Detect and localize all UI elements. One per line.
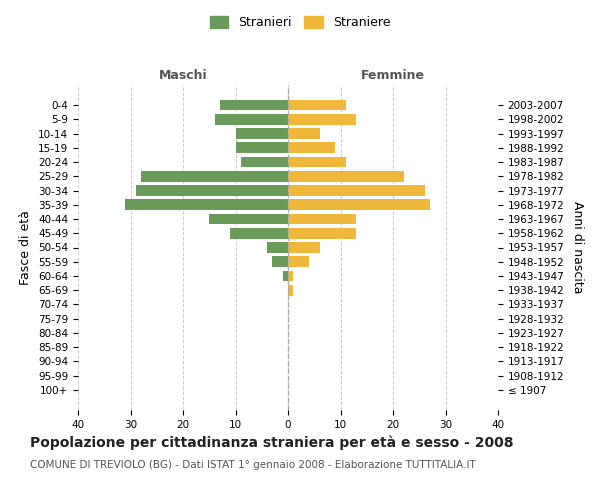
Bar	[288, 200, 430, 210]
Legend: Stranieri, Straniere: Stranieri, Straniere	[205, 11, 395, 34]
Bar	[283, 270, 288, 281]
Bar	[209, 214, 288, 224]
Text: Maschi: Maschi	[158, 70, 208, 82]
Bar	[288, 142, 335, 153]
Bar	[272, 256, 288, 267]
Bar	[215, 114, 288, 124]
Bar	[235, 128, 288, 139]
Bar	[288, 242, 320, 253]
Text: Femmine: Femmine	[361, 70, 425, 82]
Bar	[288, 185, 425, 196]
Bar	[288, 156, 346, 168]
Bar	[288, 214, 356, 224]
Bar	[267, 242, 288, 253]
Text: Popolazione per cittadinanza straniera per età e sesso - 2008: Popolazione per cittadinanza straniera p…	[30, 435, 514, 450]
Bar	[230, 228, 288, 238]
Text: COMUNE DI TREVIOLO (BG) - Dati ISTAT 1° gennaio 2008 - Elaborazione TUTTITALIA.I: COMUNE DI TREVIOLO (BG) - Dati ISTAT 1° …	[30, 460, 476, 470]
Bar	[288, 114, 356, 124]
Y-axis label: Fasce di età: Fasce di età	[19, 210, 32, 285]
Bar	[288, 100, 346, 110]
Bar	[125, 200, 288, 210]
Bar	[136, 185, 288, 196]
Bar	[220, 100, 288, 110]
Bar	[241, 156, 288, 168]
Bar	[288, 270, 293, 281]
Bar	[235, 142, 288, 153]
Bar	[288, 285, 293, 296]
Y-axis label: Anni di nascita: Anni di nascita	[571, 201, 584, 294]
Bar	[288, 228, 356, 238]
Bar	[288, 128, 320, 139]
Bar	[288, 256, 309, 267]
Bar	[288, 171, 404, 181]
Bar	[141, 171, 288, 181]
